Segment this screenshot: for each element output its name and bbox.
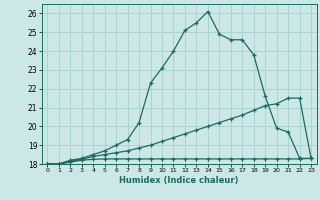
X-axis label: Humidex (Indice chaleur): Humidex (Indice chaleur) bbox=[119, 176, 239, 185]
